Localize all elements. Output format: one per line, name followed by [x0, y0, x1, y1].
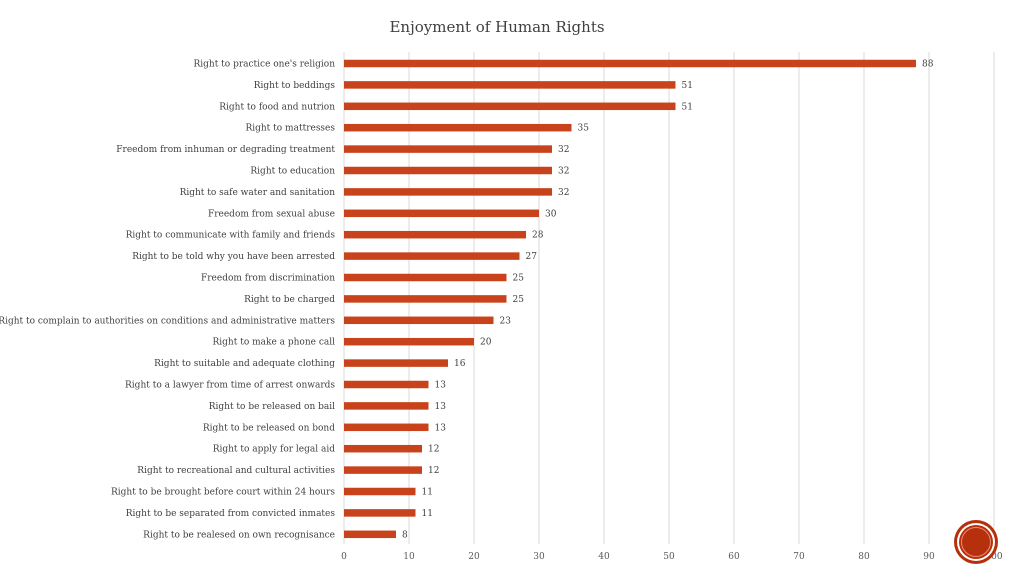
bar [344, 402, 429, 410]
x-tick-label: 0 [341, 552, 347, 562]
bar [344, 230, 526, 239]
category-label: Right to practice one's religion [193, 60, 335, 70]
value-label: 27 [526, 252, 538, 262]
bar [344, 123, 572, 132]
category-label: Right to safe water and sanitation [180, 188, 336, 198]
value-label: 12 [428, 445, 439, 455]
value-label: 32 [558, 167, 569, 177]
bar [344, 273, 507, 282]
value-label: 20 [480, 338, 492, 348]
value-label: 13 [435, 381, 447, 391]
category-label: Right to be separated from convicted inm… [126, 509, 336, 519]
bar [344, 509, 416, 517]
category-label: Right to recreational and cultural activ… [137, 466, 335, 476]
value-label: 16 [454, 359, 466, 369]
x-tick-label: 40 [598, 552, 610, 562]
x-tick-label: 100 [985, 552, 1002, 562]
x-tick-label: 80 [858, 552, 870, 562]
category-label: Right to be released on bail [209, 402, 335, 412]
value-label: 13 [435, 402, 447, 412]
value-label: 30 [545, 209, 557, 219]
bar [344, 487, 416, 496]
bar [344, 423, 429, 432]
x-tick-label: 90 [923, 552, 935, 562]
category-label: Right to beddings [254, 81, 336, 91]
x-tick-label: 60 [728, 552, 740, 562]
category-label: Right to make a phone call [213, 338, 336, 348]
category-label: Right to be released on bond [203, 423, 335, 433]
value-label: 13 [435, 423, 447, 433]
bar [344, 444, 422, 453]
value-label: 25 [513, 274, 525, 284]
value-label: 8 [402, 530, 408, 540]
category-label: Right to communicate with family and fri… [126, 231, 336, 241]
value-label: 28 [532, 231, 544, 241]
x-tick-label: 20 [468, 552, 480, 562]
x-tick-label: 70 [793, 552, 805, 562]
category-label: Right to complain to authorities on cond… [0, 316, 335, 326]
bar [344, 188, 552, 196]
value-label: 88 [922, 60, 934, 70]
bar [344, 466, 422, 474]
bar [344, 81, 676, 89]
bar [344, 359, 448, 367]
bar [344, 102, 676, 111]
value-label: 23 [500, 316, 512, 326]
category-label: Right to be brought before court within … [111, 488, 335, 498]
value-label: 35 [578, 124, 590, 134]
category-label: Freedom from discrimination [201, 274, 335, 284]
category-label: Freedom from inhuman or degrading treatm… [116, 145, 335, 155]
category-label: Right to a lawyer from time of arrest on… [125, 381, 335, 391]
value-label: 12 [428, 466, 439, 476]
category-label: Right to mattresses [245, 124, 335, 134]
category-label: Right to food and nutrion [219, 102, 335, 112]
x-tick-label: 30 [533, 552, 545, 562]
page-number-badge [957, 523, 995, 561]
value-label: 32 [558, 145, 569, 155]
category-label: Right to suitable and adequate clothing [154, 359, 335, 369]
value-label: 32 [558, 188, 569, 198]
chart-title: Enjoyment of Human Rights [389, 18, 605, 36]
category-label: Right to be charged [244, 295, 335, 305]
bar [344, 145, 552, 153]
x-tick-label: 50 [663, 552, 675, 562]
bar [344, 530, 396, 539]
category-label: Right to apply for legal aid [213, 445, 336, 455]
value-label: 51 [682, 102, 693, 112]
value-label: 11 [422, 509, 433, 519]
value-label: 11 [422, 488, 433, 498]
bar [344, 316, 494, 325]
bar [344, 166, 552, 175]
x-tick-label: 10 [403, 552, 415, 562]
bar [344, 295, 507, 303]
bar [344, 252, 520, 260]
value-label: 51 [682, 81, 693, 91]
bar [344, 59, 916, 68]
category-label: Freedom from sexual abuse [208, 209, 335, 219]
category-label: Right to be realesed on own recognisance [143, 530, 335, 540]
bar [344, 337, 474, 346]
category-label: Right to be told why you have been arres… [132, 252, 335, 262]
category-label: Right to education [250, 167, 335, 177]
bar [344, 209, 539, 218]
bar [344, 380, 429, 389]
value-label: 25 [513, 295, 525, 305]
